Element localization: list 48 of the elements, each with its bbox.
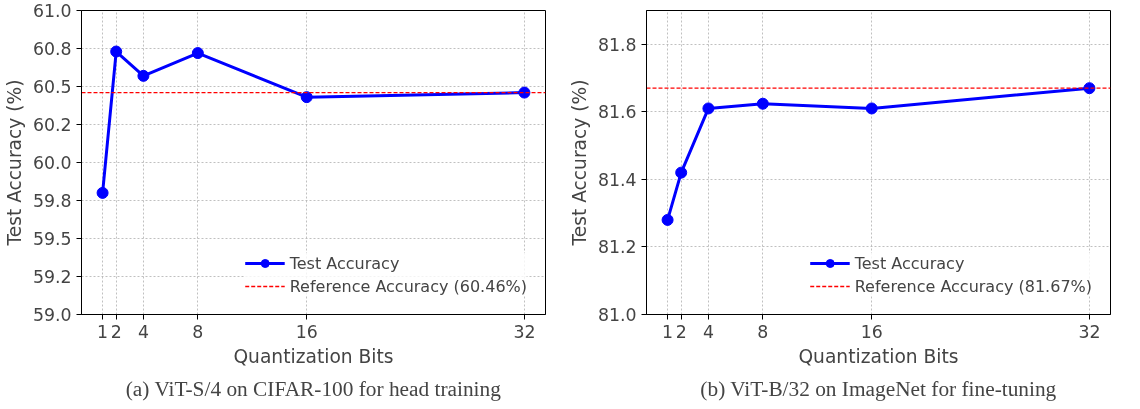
x-axis-title: Quantization Bits [798,345,959,367]
point [1083,82,1096,95]
point [518,86,531,99]
x-tick-label: 32 [513,321,536,342]
x-axis-title: Quantization Bits [233,345,394,367]
point [96,186,109,199]
point [300,91,313,104]
point [137,69,150,82]
y-tick-label: 81.6 [597,102,637,123]
point [191,47,204,60]
x-tick-label: 8 [757,321,769,342]
legend-label: Reference Accuracy (81.67%) [854,276,1092,296]
text: (b) ViT-B/32 on ImageNet for fine-tuning [700,376,1057,401]
x-tick-label: 4 [702,321,714,342]
x-tick-label: 1 [662,321,674,342]
y-axis-title: Test Accuracy (%) [3,79,25,247]
y-tick-label: 59.5 [32,229,72,249]
point [661,213,674,226]
point [702,102,715,115]
y-tick-label: 60.8 [32,39,72,59]
point [110,45,123,58]
x-tick-label: 8 [192,321,204,342]
legend-label: Reference Accuracy (60.46%) [289,276,527,296]
text: (a) ViT-S/4 on CIFAR-100 for head training [125,376,502,401]
y-tick-label: 81.2 [597,237,637,258]
x-tick-label: 32 [1078,321,1101,342]
y-tick-label: 61.0 [32,1,72,21]
y-tick-label: 59.8 [32,191,72,211]
y-tick-label: 60.5 [32,77,72,97]
x-tick-label: 1 [97,321,109,342]
y-axis-title: Test Accuracy (%) [568,79,590,247]
y-tick-label: 60.2 [32,115,72,135]
y-tick-label: 81.4 [597,169,637,190]
y-tick-label: 59.2 [32,267,72,287]
y-tick-label: 59.0 [32,305,72,325]
point [675,166,688,179]
y-tick-label: 81.0 [597,305,637,325]
x-tick-label: 2 [110,321,122,342]
x-tick-label: 2 [675,321,687,342]
legend-label: Test Accuracy [289,253,400,273]
x-tick-label: 16 [295,321,318,342]
point [865,102,878,115]
legend-label: Test Accuracy [854,253,965,273]
point [756,97,769,110]
x-tick-label: 16 [860,321,883,342]
y-tick-label: 60.0 [32,153,72,173]
x-tick-label: 4 [137,321,149,342]
y-tick-label: 81.8 [597,34,637,55]
